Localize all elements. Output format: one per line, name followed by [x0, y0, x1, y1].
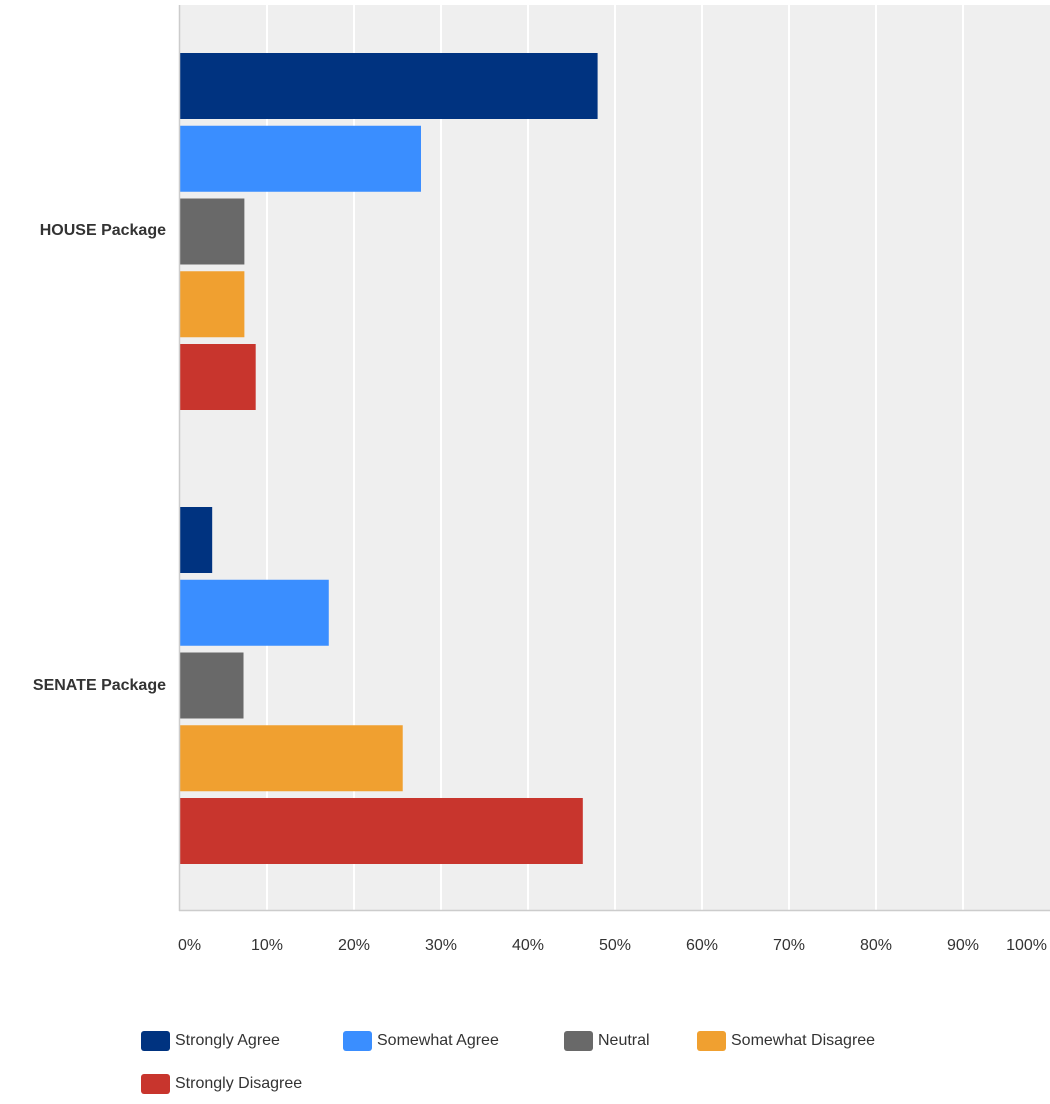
legend-item-somewhat-disagree[interactable]: Somewhat Disagree — [697, 1031, 875, 1051]
legend-label: Neutral — [598, 1032, 650, 1049]
bar-senate-package-somewhat-agree[interactable] — [180, 579, 329, 646]
category-label-senate-package: SENATE Package — [33, 677, 166, 694]
bar-house-package-strongly-agree[interactable] — [180, 53, 598, 119]
category-label-house-package: HOUSE Package — [40, 222, 166, 239]
bars — [180, 53, 598, 864]
x-tick-label: 80% — [860, 937, 892, 954]
legend-label: Strongly Disagree — [175, 1075, 302, 1092]
legend-item-neutral[interactable]: Neutral — [564, 1031, 650, 1051]
x-tick-label: 0% — [178, 937, 201, 954]
legend-item-strongly-agree[interactable]: Strongly Agree — [141, 1031, 280, 1051]
x-tick-label: 60% — [686, 937, 718, 954]
legend-swatch — [141, 1031, 170, 1051]
x-tick-label: 10% — [251, 937, 283, 954]
bar-house-package-somewhat-disagree[interactable] — [180, 271, 245, 338]
x-tick-label: 100% — [1006, 937, 1047, 954]
legend-label: Somewhat Agree — [377, 1032, 499, 1049]
category-labels: HOUSE Package SENATE Package — [33, 222, 166, 694]
bar-house-package-strongly-disagree[interactable] — [180, 344, 256, 410]
x-tick-label: 90% — [947, 937, 979, 954]
x-tick-label: 20% — [338, 937, 370, 954]
legend-item-strongly-disagree[interactable]: Strongly Disagree — [141, 1074, 302, 1094]
x-tick-label: 50% — [599, 937, 631, 954]
x-tick-label: 70% — [773, 937, 805, 954]
legend: Strongly Agree Somewhat Agree Neutral Somew… — [141, 1031, 875, 1094]
bar-house-package-neutral[interactable] — [180, 198, 245, 265]
legend-label: Strongly Agree — [175, 1032, 280, 1049]
legend-swatch — [141, 1074, 170, 1094]
x-tick-label: 30% — [425, 937, 457, 954]
bar-senate-package-strongly-agree[interactable] — [180, 507, 213, 573]
legend-swatch — [564, 1031, 593, 1051]
bar-senate-package-neutral[interactable] — [180, 652, 244, 719]
x-tick-label: 40% — [512, 937, 544, 954]
bar-senate-package-strongly-disagree[interactable] — [180, 798, 583, 864]
legend-label: Somewhat Disagree — [731, 1032, 875, 1049]
legend-item-somewhat-agree[interactable]: Somewhat Agree — [343, 1031, 499, 1051]
legend-swatch — [343, 1031, 372, 1051]
x-tick-labels: 0% 10% 20% 30% 40% 50% 60% 70% 80% 90% 100% — [178, 937, 1047, 954]
legend-swatch — [697, 1031, 726, 1051]
bar-senate-package-somewhat-disagree[interactable] — [180, 725, 403, 792]
bar-house-package-somewhat-agree[interactable] — [180, 125, 421, 192]
